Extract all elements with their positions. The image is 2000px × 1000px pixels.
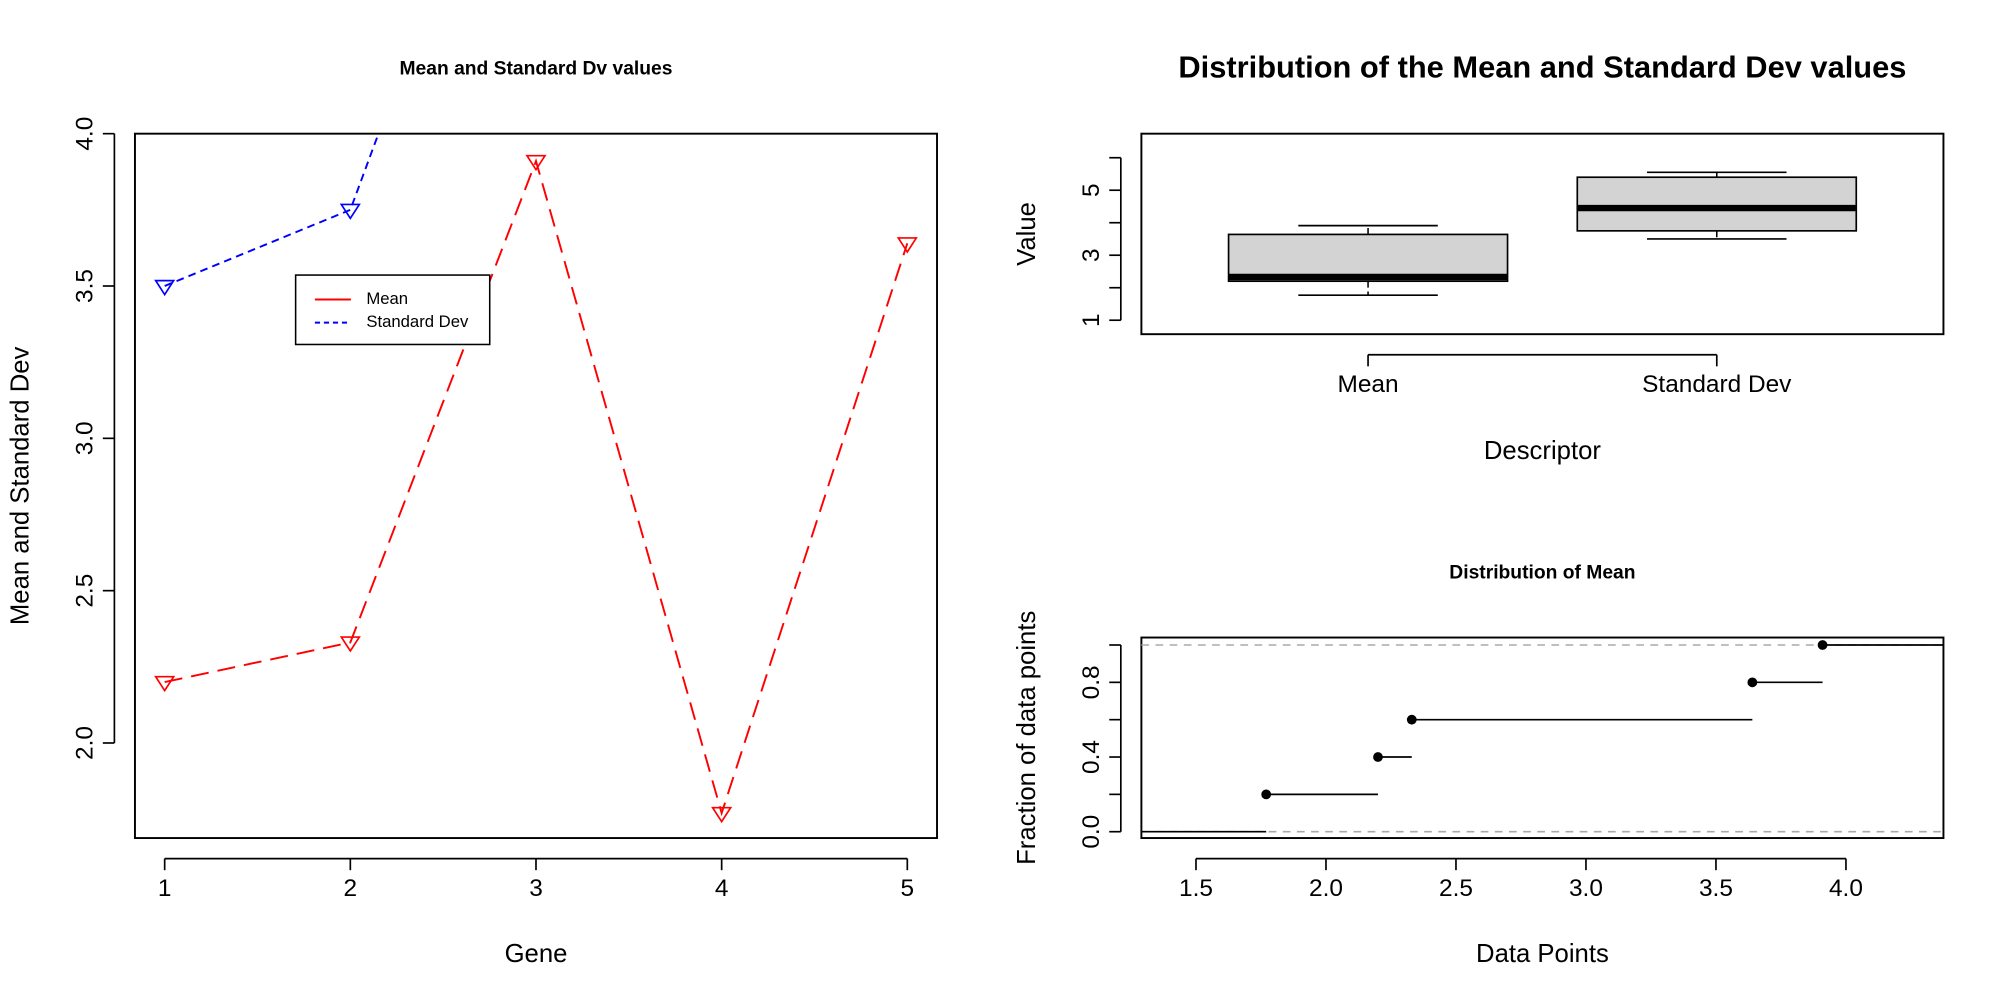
y-tick-label: 5 xyxy=(1078,183,1105,197)
x-tick-label: 4.0 xyxy=(1829,875,1863,902)
point-marker xyxy=(339,203,361,220)
step-point xyxy=(1747,677,1758,688)
y-tick-label: 0.4 xyxy=(1078,740,1105,774)
point-marker xyxy=(339,636,361,653)
y-tick-label: 0.8 xyxy=(1078,665,1105,699)
y-tick-label: 3.5 xyxy=(72,269,99,303)
point-marker xyxy=(154,675,176,693)
x-tick-label: 4 xyxy=(715,875,729,902)
step-point xyxy=(1261,789,1272,800)
x-tick-label: 1.5 xyxy=(1179,875,1213,902)
x-axis-label: Data Points xyxy=(1476,940,1609,968)
x-tick-label: 1 xyxy=(158,875,172,902)
step-point xyxy=(1817,640,1828,650)
y-tick-label: 1 xyxy=(1078,313,1105,327)
x-tick-label: 2.5 xyxy=(1439,875,1473,902)
x-axis-label: Descriptor xyxy=(1484,437,1601,465)
box xyxy=(1227,233,1509,283)
chart-title: Distribution of the Mean and Standard De… xyxy=(1178,50,1906,85)
y-tick-label: 3 xyxy=(1078,248,1105,262)
chart-title: Mean and Standard Dv values xyxy=(399,59,672,80)
point-marker xyxy=(711,806,733,824)
plot-area xyxy=(154,0,918,824)
x-tick-label: Mean xyxy=(1338,371,1399,398)
point-marker xyxy=(154,279,176,297)
point-marker xyxy=(525,154,547,172)
y-axis-label: Fraction of data points xyxy=(1013,611,1041,865)
step-point xyxy=(1406,714,1417,725)
box xyxy=(1576,176,1858,232)
series-line xyxy=(164,158,909,817)
x-axis-label: Gene xyxy=(505,940,568,968)
y-tick-label: 2.0 xyxy=(72,726,99,760)
plot-frame xyxy=(1140,132,1945,336)
x-tick-label: 3.5 xyxy=(1699,875,1733,902)
x-tick-label: Standard Dev xyxy=(1642,371,1792,398)
x-tick-label: 3 xyxy=(529,875,543,902)
point-marker xyxy=(713,0,731,5)
x-tick-label: 5 xyxy=(901,875,915,902)
y-tick-label: 4.0 xyxy=(72,117,99,151)
chart-title: Distribution of Mean xyxy=(1449,562,1635,583)
plot-frame xyxy=(1140,636,1945,840)
x-tick-label: 3.0 xyxy=(1569,875,1603,902)
y-tick-label: 2.5 xyxy=(72,574,99,608)
x-tick-label: 2 xyxy=(344,875,358,902)
step-point xyxy=(1373,752,1383,762)
legend-label: Mean xyxy=(366,289,408,308)
y-axis-label: Value xyxy=(1013,202,1041,266)
plot-frame xyxy=(133,132,938,840)
point-marker xyxy=(896,237,918,254)
y-tick-label: 3.0 xyxy=(72,421,99,455)
y-tick-label: 0.0 xyxy=(1078,815,1105,849)
y-axis-label: Mean and Standard Dev xyxy=(7,346,35,625)
legend-box xyxy=(294,274,491,346)
legend-label: Standard Dev xyxy=(366,312,469,331)
x-tick-label: 2.0 xyxy=(1309,875,1343,902)
series-line xyxy=(164,133,380,287)
